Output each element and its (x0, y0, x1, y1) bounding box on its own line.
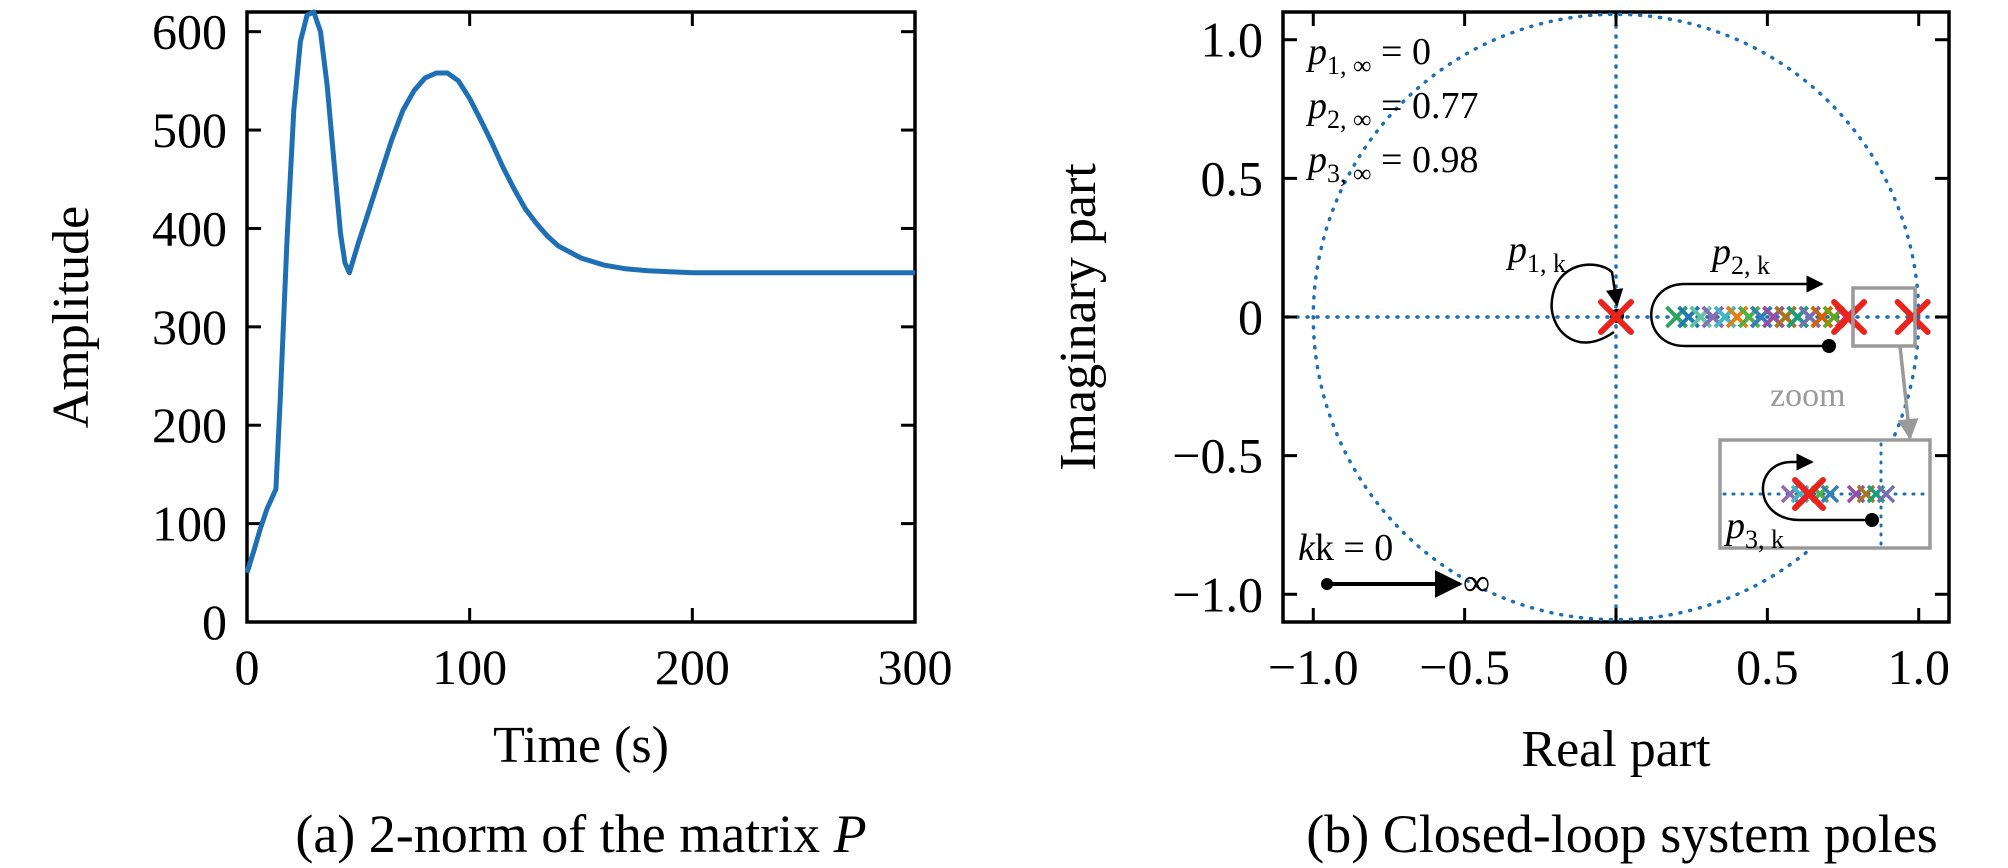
p2-loop-arrow (1650, 275, 1828, 348)
final-pole-p1 (1598, 299, 1634, 335)
x-tick-label: 0 (235, 639, 260, 695)
caption-a: (a) 2-norm of the matrix P (295, 804, 866, 864)
x-tick-label: 100 (432, 639, 507, 695)
y-tick-label: 1.0 (1201, 12, 1264, 68)
x-tick-label: 0.5 (1736, 639, 1799, 695)
p3-label: p3, k (1723, 505, 1784, 554)
inset-trajectory-marker (1820, 484, 1840, 504)
zoom-source-box (1851, 286, 1917, 348)
poles-chart: 1.0 0.5 0 −0.5 −1.0 −1.0 −0.5 0 0.5 1.0 p1, ∞ = … (1050, 10, 1951, 864)
y-tick-label: 0 (1238, 289, 1263, 345)
p1-loop-arrow (1550, 263, 1624, 344)
x-tick-label: −1.0 (1268, 639, 1359, 695)
p1-limit: p1, ∞ = 0 (1305, 31, 1431, 80)
zoom-arrow (1897, 345, 1919, 441)
inset-trajectory-marker (1876, 484, 1896, 504)
p1-label: p1, k (1505, 229, 1566, 278)
y-tick-label: 0 (202, 594, 227, 650)
amplitude-chart: 0 100 200 300 400 500 600 0 100 200 300 Amplitude… (43, 4, 953, 864)
p3-start-dot (1865, 513, 1879, 527)
y-ticks: 1.0 0.5 0 −0.5 −1.0 (1172, 12, 1949, 622)
p2-start-dot (1822, 339, 1836, 353)
p3-loop-arrow (1761, 453, 1872, 522)
y-tick-label: 200 (152, 397, 227, 453)
y-tick-label: 600 (152, 4, 227, 60)
unit-circle (1311, 12, 1921, 622)
x-axis-label: Real part (1521, 721, 1711, 778)
y-tick-label: 100 (152, 496, 227, 552)
p2-label: p2, k (1709, 231, 1770, 280)
y-tick-label: 0.5 (1201, 150, 1264, 206)
y-tick-label: 400 (152, 200, 227, 256)
y-tick-label: −0.5 (1172, 428, 1263, 484)
y-ticks: 0 100 200 300 400 500 600 (152, 4, 915, 650)
x-tick-label: 0 (1604, 639, 1629, 695)
limit-values: p1, ∞ = 0 p2, ∞ = 0.77 p3, ∞ = 0.98 (1305, 31, 1478, 188)
x-tick-label: 200 (655, 639, 730, 695)
p3-limit: p3, ∞ = 0.98 (1305, 139, 1478, 188)
x-axis-label: Time (s) (493, 717, 669, 774)
final-pole-p2 (1831, 299, 1868, 335)
k-end-label: ∞ (1463, 562, 1490, 604)
x-ticks: 0 100 200 300 (235, 12, 953, 695)
x-tick-label: 300 (878, 639, 953, 695)
y-tick-label: 500 (152, 102, 227, 158)
amplitude-series-line (244, 9, 915, 574)
x-tick-label: 1.0 (1887, 639, 1950, 695)
p3-final-cross (1792, 477, 1826, 511)
plot-area-frame (245, 10, 917, 624)
x-ticks: −1.0 −0.5 0 0.5 1.0 (1268, 12, 1950, 695)
p2-limit: p2, ∞ = 0.77 (1305, 85, 1478, 134)
y-tick-label: 300 (152, 299, 227, 355)
final-pole-markers (1598, 299, 1931, 335)
x-tick-label: −0.5 (1419, 639, 1510, 695)
y-axis-label: Amplitude (43, 206, 100, 428)
zoom-inset: p3, k (1718, 438, 1932, 554)
caption-b: (b) Closed-loop system poles (1306, 804, 1937, 864)
final-pole-p3 (1894, 299, 1931, 335)
k-start-label: kk = 0 (1298, 527, 1393, 569)
zoom-label: zoom (1770, 377, 1846, 414)
y-axis-label: Imaginary part (1050, 163, 1107, 471)
y-tick-label: −1.0 (1172, 566, 1263, 622)
